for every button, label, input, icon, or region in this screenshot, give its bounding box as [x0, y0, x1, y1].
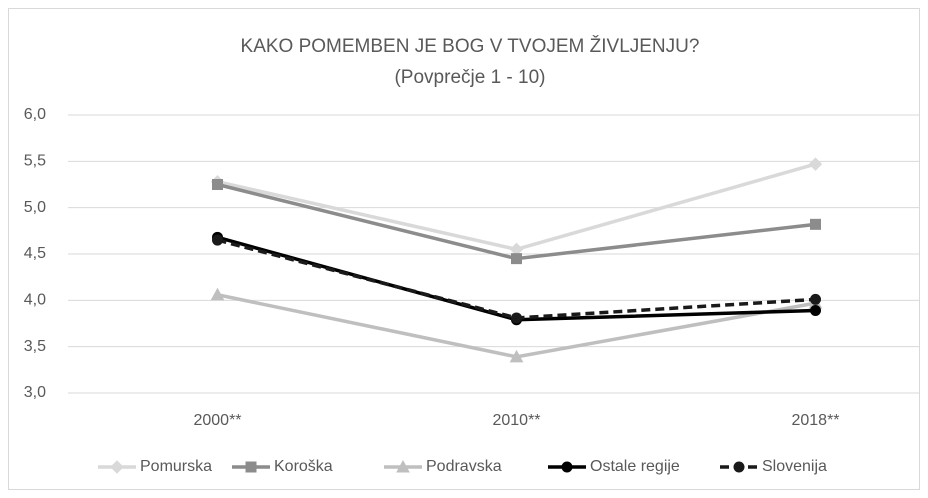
legend-label: Koroška — [274, 458, 333, 475]
point — [810, 305, 821, 317]
y-tick-label: 3,0 — [24, 384, 46, 401]
point — [511, 312, 522, 324]
x-tick-label: 2000** — [193, 412, 241, 429]
x-tick-label: 2018** — [791, 412, 839, 429]
point — [210, 287, 225, 301]
legend-marker — [245, 461, 257, 473]
point — [810, 293, 821, 305]
chart-title: KAKO POMEMBEN JE BOG V TVOJEM ŽIVLJENJU? — [241, 35, 700, 57]
chart-subtitle: (Povprečje 1 - 10) — [394, 67, 545, 88]
point — [808, 157, 823, 171]
legend-label: Slovenija — [762, 458, 827, 475]
point — [509, 349, 524, 363]
point — [212, 234, 223, 246]
legend-marker — [561, 461, 573, 473]
y-tick-label: 5,5 — [24, 153, 46, 170]
legend-marker — [396, 459, 410, 473]
legend-label: Ostale regije — [590, 458, 680, 475]
y-tick-label: 3,5 — [24, 338, 46, 355]
legend-marker — [110, 460, 124, 474]
y-tick-label: 5,0 — [24, 199, 46, 216]
point — [810, 218, 821, 230]
x-tick-label: 2010** — [492, 412, 540, 429]
point — [212, 179, 223, 190]
y-tick-label: 4,0 — [24, 292, 46, 309]
legend-label: Podravska — [426, 458, 502, 475]
y-tick-label: 4,5 — [24, 245, 46, 262]
legend-label: Pomurska — [140, 458, 212, 475]
y-tick-label: 6,0 — [24, 106, 46, 123]
chart-border — [8, 8, 920, 490]
point — [511, 253, 522, 265]
legend-marker — [733, 461, 745, 473]
